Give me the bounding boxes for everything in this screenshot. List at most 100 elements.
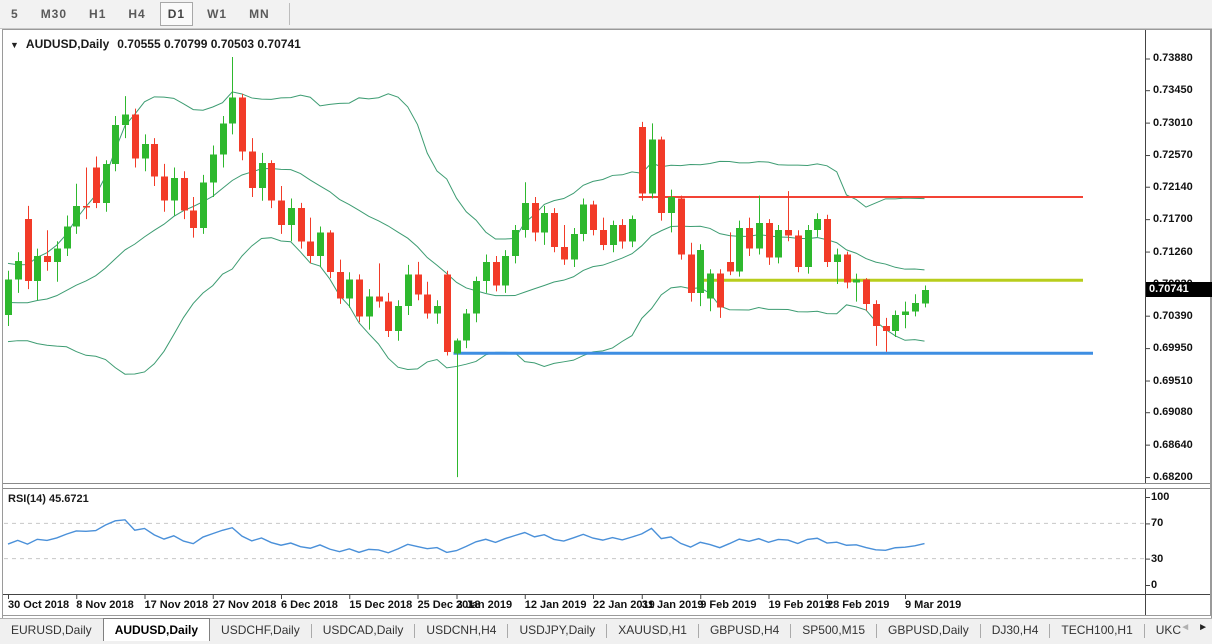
symbol-dropdown-icon[interactable]: ▼: [10, 40, 19, 50]
candle-body: [922, 289, 929, 304]
candle-body: [239, 97, 246, 152]
tab-separator: [310, 624, 312, 638]
price-axis-label: 0.68200: [1153, 471, 1193, 484]
candle-body: [454, 340, 461, 354]
pane-splitter[interactable]: [3, 483, 1210, 489]
chart-tab-usdcad-daily[interactable]: USDCAD,Daily: [322, 623, 404, 637]
candle-body: [746, 227, 753, 249]
timeframe-button-5[interactable]: 5: [11, 7, 19, 21]
date-axis-label: 31 Jan 2019: [641, 599, 704, 611]
candle-body: [707, 273, 714, 299]
candle-body: [93, 167, 100, 203]
candle-body: [590, 204, 597, 231]
candle-body: [727, 261, 734, 272]
chart-tab-gbpusd-daily[interactable]: GBPUSD,Daily: [888, 623, 969, 637]
chart-tab-usdcnh-h4[interactable]: USDCNH,H4: [426, 623, 497, 637]
candle-body: [619, 225, 626, 242]
candle-body: [5, 279, 12, 315]
chart-tab-xauusd-h1[interactable]: XAUUSD,H1: [618, 623, 687, 637]
price-axis-label: 0.72570: [1153, 149, 1193, 162]
candle-body: [171, 177, 178, 201]
date-axis-label: 6 Dec 2018: [281, 599, 338, 611]
candle-body: [200, 182, 207, 228]
candle-body: [278, 200, 285, 226]
price-axis-label: 0.69950: [1153, 342, 1193, 355]
rsi-axis-label: 0: [1151, 579, 1158, 591]
chart-tab-dj30-h4[interactable]: DJ30,H4: [991, 623, 1039, 637]
bollinger-upper-band: [7, 91, 925, 266]
candle-body: [532, 202, 539, 233]
date-axis-label: 22 Jan 2019: [593, 599, 655, 611]
candle-body: [288, 208, 295, 226]
chart-tab-bar: EURUSD,Daily AUDUSD,Daily USDCHF,Daily USDC…: [0, 618, 1212, 642]
candle-body: [424, 294, 431, 314]
tab-separator: [414, 624, 416, 638]
timeframe-button-d1[interactable]: D1: [159, 2, 194, 26]
chart-window[interactable]: [2, 29, 1212, 619]
price-axis-label: 0.69080: [1153, 406, 1193, 419]
timeframe-button-h1[interactable]: H1: [89, 7, 107, 21]
candle-body: [83, 205, 90, 208]
candle-body: [571, 233, 578, 260]
rsi-value: 45.6721: [48, 493, 89, 505]
chart-tab-ukc[interactable]: UKC: [1155, 623, 1182, 637]
chart-symbol-label: AUDUSD,Daily: [25, 37, 110, 51]
timeframe-button-m30[interactable]: M30: [40, 7, 68, 21]
timeframe-toolbar: 5 M30 H1 H4 D1 W1 MN: [0, 0, 1212, 29]
candle-body: [415, 274, 422, 295]
candle-body: [210, 154, 217, 183]
toolbar-separator: [288, 3, 290, 25]
date-axis-label: 9 Feb 2019: [700, 599, 757, 611]
price-axis-label: 0.71700: [1153, 213, 1193, 226]
price-axis-label: 0.72140: [1153, 180, 1193, 193]
date-axis-label: 27 Nov 2018: [212, 599, 277, 611]
candle-body: [112, 124, 119, 164]
rsi-axis-label: 70: [1151, 517, 1164, 530]
candle-body: [190, 210, 197, 228]
chart-tab-sp500-m15[interactable]: SP500,M15: [802, 623, 866, 637]
candle-body: [249, 151, 256, 189]
candle-body: [892, 314, 899, 332]
candle-body: [122, 114, 129, 125]
candle-body: [678, 198, 685, 255]
timeframe-button-h4[interactable]: H4: [128, 7, 146, 21]
candle-body: [853, 279, 860, 283]
candle-body: [356, 279, 363, 317]
candle-body: [766, 222, 773, 258]
tab-scroll-left-icon[interactable]: ◄: [1180, 622, 1191, 633]
bollinger-lower-band: [7, 237, 925, 375]
candle-body: [220, 123, 227, 155]
candle-body: [405, 274, 412, 307]
chart-tab-usdjpy-daily[interactable]: USDJPY,Daily: [519, 623, 596, 637]
tab-separator: [507, 624, 509, 638]
tab-separator: [790, 624, 792, 638]
candle-body: [229, 97, 236, 124]
tab-separator: [1049, 624, 1051, 638]
chart-tab-usdchf-daily[interactable]: USDCHF,Daily: [221, 623, 300, 637]
candle-body: [580, 204, 587, 234]
timeframe-button-mn[interactable]: MN: [249, 7, 270, 21]
candle-body: [912, 303, 919, 312]
candle-body: [366, 296, 373, 317]
candle-body: [697, 250, 704, 293]
chart-tab-audusd-daily[interactable]: AUDUSD,Daily: [102, 618, 211, 642]
rsi-axis-label: 30: [1151, 552, 1164, 565]
date-axis-label: 17 Nov 2018: [144, 599, 209, 611]
chart-tab-eurusd-daily[interactable]: EURUSD,Daily: [11, 623, 92, 637]
candle-body: [298, 208, 305, 242]
chart-tab-tech100-h1[interactable]: TECH100,H1: [1061, 623, 1133, 637]
rsi-axis-label: 100: [1151, 491, 1170, 503]
current-price-badge: 0.70741: [1146, 282, 1212, 298]
candle-body: [736, 227, 743, 272]
price-axis-label: 0.71260: [1153, 245, 1193, 258]
candle-body: [805, 230, 812, 268]
chart-tab-gbpusd-h4[interactable]: GBPUSD,H4: [709, 623, 780, 637]
bollinger-middle-band: [7, 168, 925, 304]
timeframe-button-w1[interactable]: W1: [207, 7, 228, 21]
candle-body: [629, 219, 636, 242]
candle-body: [161, 176, 168, 201]
price-axis-label: 0.73880: [1153, 52, 1193, 65]
tab-scroll-right-icon[interactable]: ►: [1198, 622, 1208, 633]
date-axis-label: 9 Mar 2019: [905, 599, 962, 611]
